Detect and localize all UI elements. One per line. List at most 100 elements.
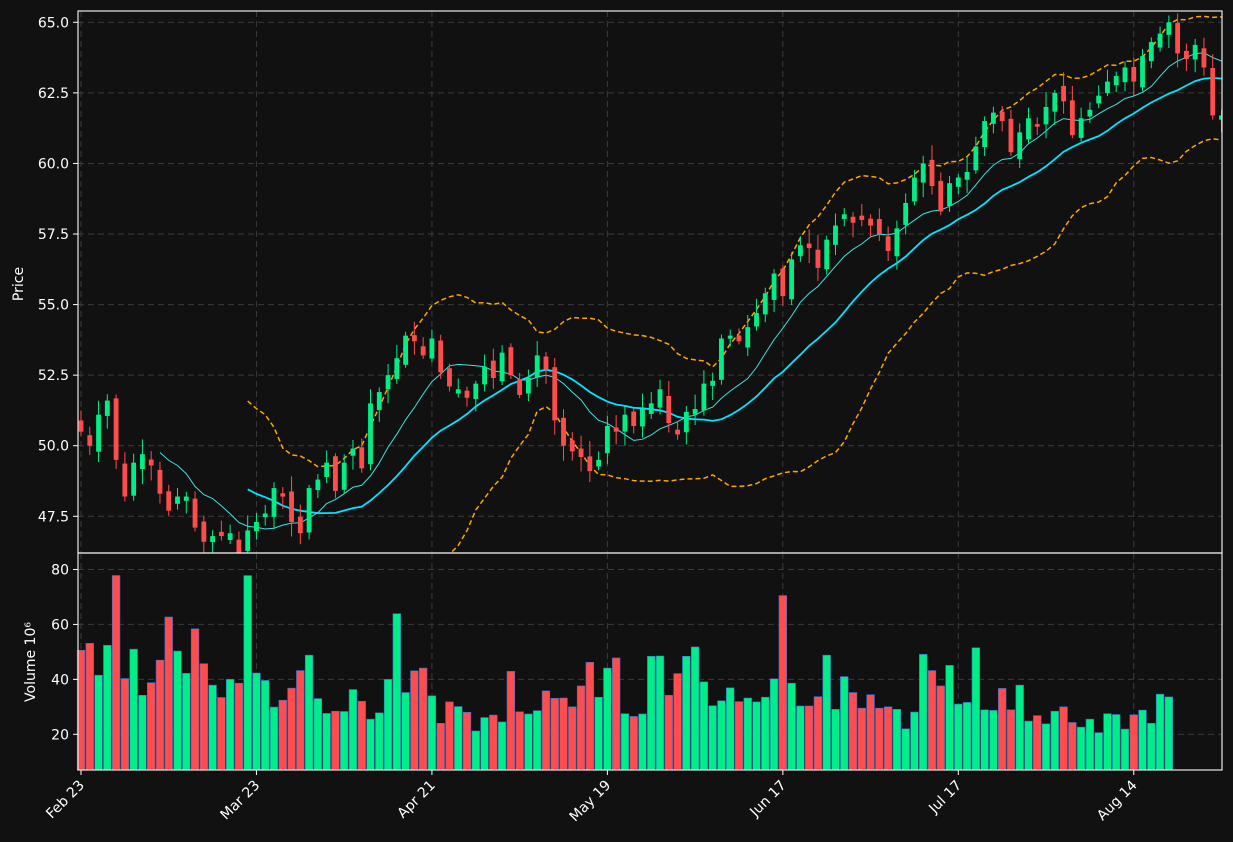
candle-body xyxy=(376,392,382,411)
volume-bar xyxy=(647,655,656,771)
volume-bar xyxy=(1147,723,1156,771)
volume-bar xyxy=(506,671,516,771)
volume-tick-label: 20 xyxy=(51,727,69,743)
volume-bar xyxy=(971,647,981,771)
volume-axis-label: Volume 10⁶ xyxy=(23,622,39,702)
volume-bar xyxy=(436,723,445,771)
volume-bar xyxy=(568,706,577,771)
candle-body xyxy=(666,396,672,424)
candle-body xyxy=(324,462,330,477)
volume-bar xyxy=(761,696,770,771)
candle-body xyxy=(333,456,338,491)
candle-body xyxy=(157,469,163,494)
volume-bar xyxy=(199,663,208,771)
sma-long-line xyxy=(247,77,1222,515)
candle-body xyxy=(780,268,786,297)
volume-bar xyxy=(559,697,568,771)
volume-bar xyxy=(866,694,875,771)
price-tick-label: 47.5 xyxy=(38,509,69,525)
moving-averages xyxy=(159,52,1222,530)
volume-bar xyxy=(752,701,761,771)
volume-bar xyxy=(901,728,910,771)
candle-body xyxy=(683,411,689,433)
volume-bar xyxy=(427,695,437,771)
candle-body xyxy=(736,335,742,342)
candle-body xyxy=(1201,48,1207,68)
volume-bar xyxy=(1155,693,1165,771)
candle-body xyxy=(1113,75,1119,86)
volume-bar xyxy=(1015,684,1024,771)
upper-band-line xyxy=(247,15,1222,468)
candle-body xyxy=(447,368,452,387)
candle-body xyxy=(1043,106,1049,125)
candle-body xyxy=(1087,109,1093,117)
candle-body xyxy=(771,273,777,300)
volume-bar xyxy=(340,711,349,771)
candle-body xyxy=(245,530,251,551)
candle-body xyxy=(104,400,110,416)
volume-bar xyxy=(1094,732,1103,771)
volume-bar xyxy=(778,595,788,771)
volume-bar xyxy=(155,659,165,771)
volume-bar xyxy=(304,654,314,771)
volume-bar xyxy=(103,644,112,771)
volume-bar xyxy=(366,718,375,771)
volume-bar xyxy=(1041,723,1051,771)
candle-body xyxy=(1192,44,1198,60)
volume-bar xyxy=(471,730,480,771)
candle-body xyxy=(1078,118,1084,138)
candle-body xyxy=(578,448,584,458)
volume-bar xyxy=(980,709,989,771)
price-tick-label: 62.5 xyxy=(38,86,69,102)
candle-body xyxy=(894,228,900,257)
candle-body xyxy=(973,146,979,171)
candle-body xyxy=(438,340,444,373)
volume-bar xyxy=(392,613,401,771)
price-tick-label: 50.0 xyxy=(38,439,69,455)
volume-bar xyxy=(743,697,752,771)
candle-body xyxy=(315,479,321,491)
candle-body xyxy=(982,121,988,148)
candle-body xyxy=(201,521,207,542)
price-tick-label: 57.5 xyxy=(38,227,69,243)
candle-body xyxy=(543,356,549,370)
volume-panel-frame xyxy=(77,552,1223,771)
volume-bar xyxy=(998,688,1007,771)
volume-bar xyxy=(208,684,217,771)
candle-body xyxy=(455,389,461,394)
volume-bars xyxy=(76,575,1174,771)
candle-body xyxy=(1069,100,1075,136)
volume-bar xyxy=(927,670,937,771)
candle-body xyxy=(859,215,865,220)
candle-body xyxy=(368,403,373,465)
candle-body xyxy=(1148,42,1154,62)
candle-body xyxy=(254,521,259,532)
volume-bar xyxy=(120,678,130,771)
volume-bar xyxy=(919,654,928,771)
candle-body xyxy=(868,218,873,226)
volume-bar xyxy=(734,701,744,771)
volume-bar xyxy=(287,687,296,771)
candle-body xyxy=(640,409,645,427)
candle-body xyxy=(359,447,365,469)
volume-bar xyxy=(524,713,533,771)
volume-bar xyxy=(1059,706,1068,771)
candle-body xyxy=(96,414,101,452)
volume-bar xyxy=(480,717,489,771)
volume-bar xyxy=(620,713,630,771)
candle-body xyxy=(613,427,619,432)
candle-body xyxy=(1061,85,1066,102)
candle-body xyxy=(78,420,84,432)
candle-body xyxy=(1183,50,1189,59)
candle-body xyxy=(938,180,944,212)
volume-bar xyxy=(813,696,823,771)
price-panel: 47.5 50.0 52.5 55.0 57.5 60.0 62.5 65.0 Price xyxy=(11,10,1223,554)
candle-body xyxy=(1210,68,1216,116)
volume-bar xyxy=(954,703,963,771)
volume-bar xyxy=(1112,714,1121,771)
volume-bar xyxy=(603,667,612,771)
volume-y-axis: 20 40 60 80 xyxy=(51,562,78,743)
candle-body xyxy=(1017,132,1023,160)
candle-body xyxy=(464,390,470,398)
volume-bar xyxy=(111,575,121,771)
